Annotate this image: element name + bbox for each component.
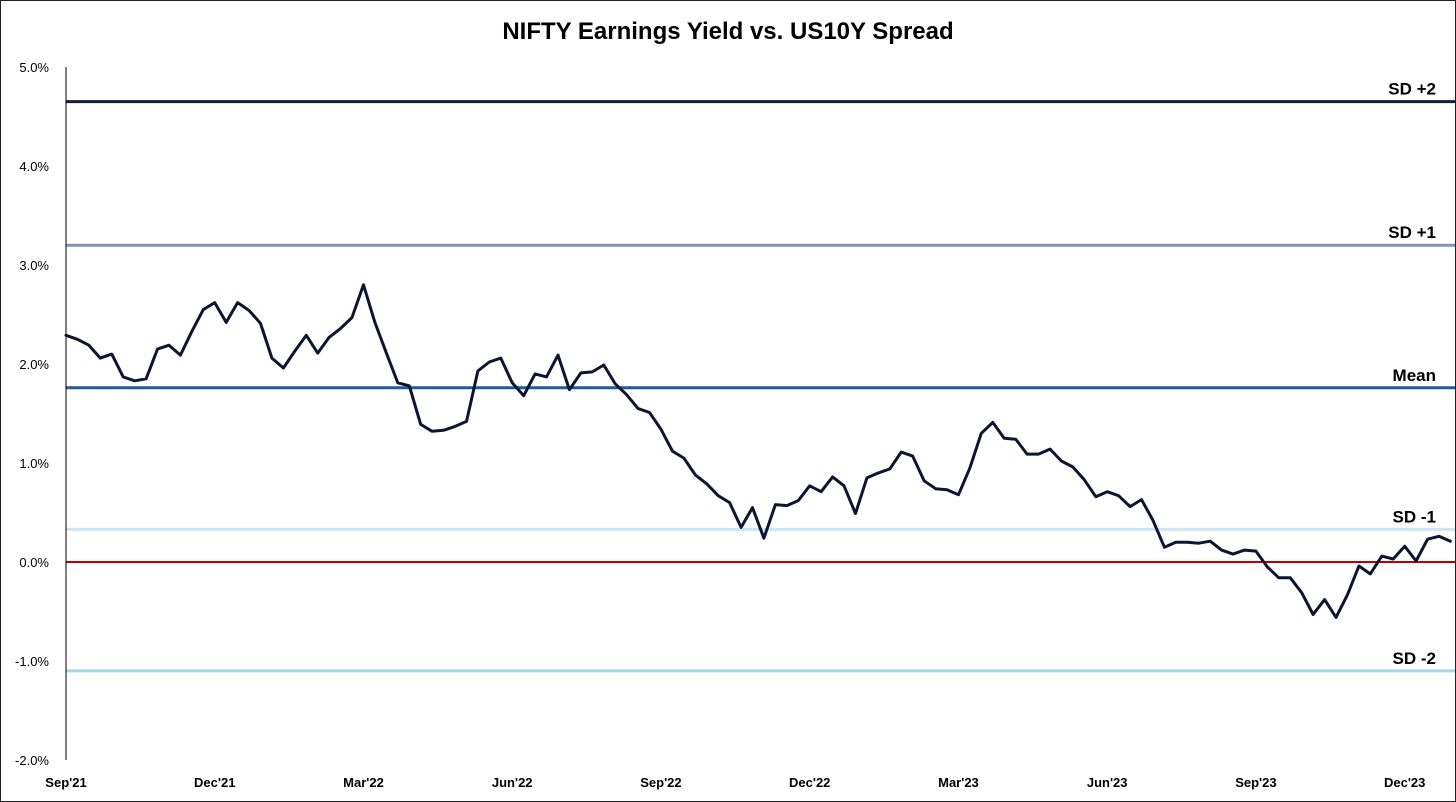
x-tick-label: Dec'22 bbox=[789, 775, 830, 790]
x-tick-label: Mar'23 bbox=[938, 775, 979, 790]
y-tick-label: -2.0% bbox=[15, 753, 49, 768]
ref-label-sdminus1: SD -1 bbox=[1393, 507, 1436, 526]
series-group bbox=[64, 283, 1452, 619]
chart-title: NIFTY Earnings Yield vs. US10Y Spread bbox=[502, 18, 953, 45]
ref-label-mean: Mean bbox=[1393, 366, 1436, 385]
y-tick-label: -1.0% bbox=[15, 654, 49, 669]
x-tick-label: Jun'22 bbox=[492, 775, 533, 790]
reference-lines: SD +2 SD +1 Mean SD -1 SD -2 bbox=[66, 80, 1455, 673]
ref-label-sdminus2: SD -2 bbox=[1393, 649, 1436, 668]
y-tick-label: 1.0% bbox=[19, 456, 49, 471]
x-tick-label: Dec'21 bbox=[194, 775, 235, 790]
ref-label-sdplus2: SD +2 bbox=[1388, 80, 1436, 99]
x-tick-label: Mar'22 bbox=[343, 775, 384, 790]
ref-label-sdplus1: SD +1 bbox=[1388, 223, 1436, 242]
x-tick-label: Dec'23 bbox=[1384, 775, 1425, 790]
y-tick-label: 3.0% bbox=[19, 258, 49, 273]
y-tick-label: 5.0% bbox=[19, 60, 49, 75]
x-axis-ticks: Sep'21 Dec'21 Mar'22 Jun'22 Sep'22 Dec'22 Mar'… bbox=[45, 775, 1425, 790]
y-tick-label: 0.0% bbox=[19, 555, 49, 570]
y-tick-label: 4.0% bbox=[19, 159, 49, 174]
series-line bbox=[64, 283, 1452, 619]
y-axis-ticks: -2.0% -1.0% 0.0% 1.0% 2.0% 3.0% 4.0% 5.0% bbox=[15, 60, 49, 768]
x-tick-label: Sep'22 bbox=[640, 775, 681, 790]
y-tick-label: 2.0% bbox=[19, 357, 49, 372]
x-tick-label: Jun'23 bbox=[1087, 775, 1128, 790]
x-tick-label: Sep'23 bbox=[1235, 775, 1276, 790]
x-tick-label: Sep'21 bbox=[45, 775, 86, 790]
